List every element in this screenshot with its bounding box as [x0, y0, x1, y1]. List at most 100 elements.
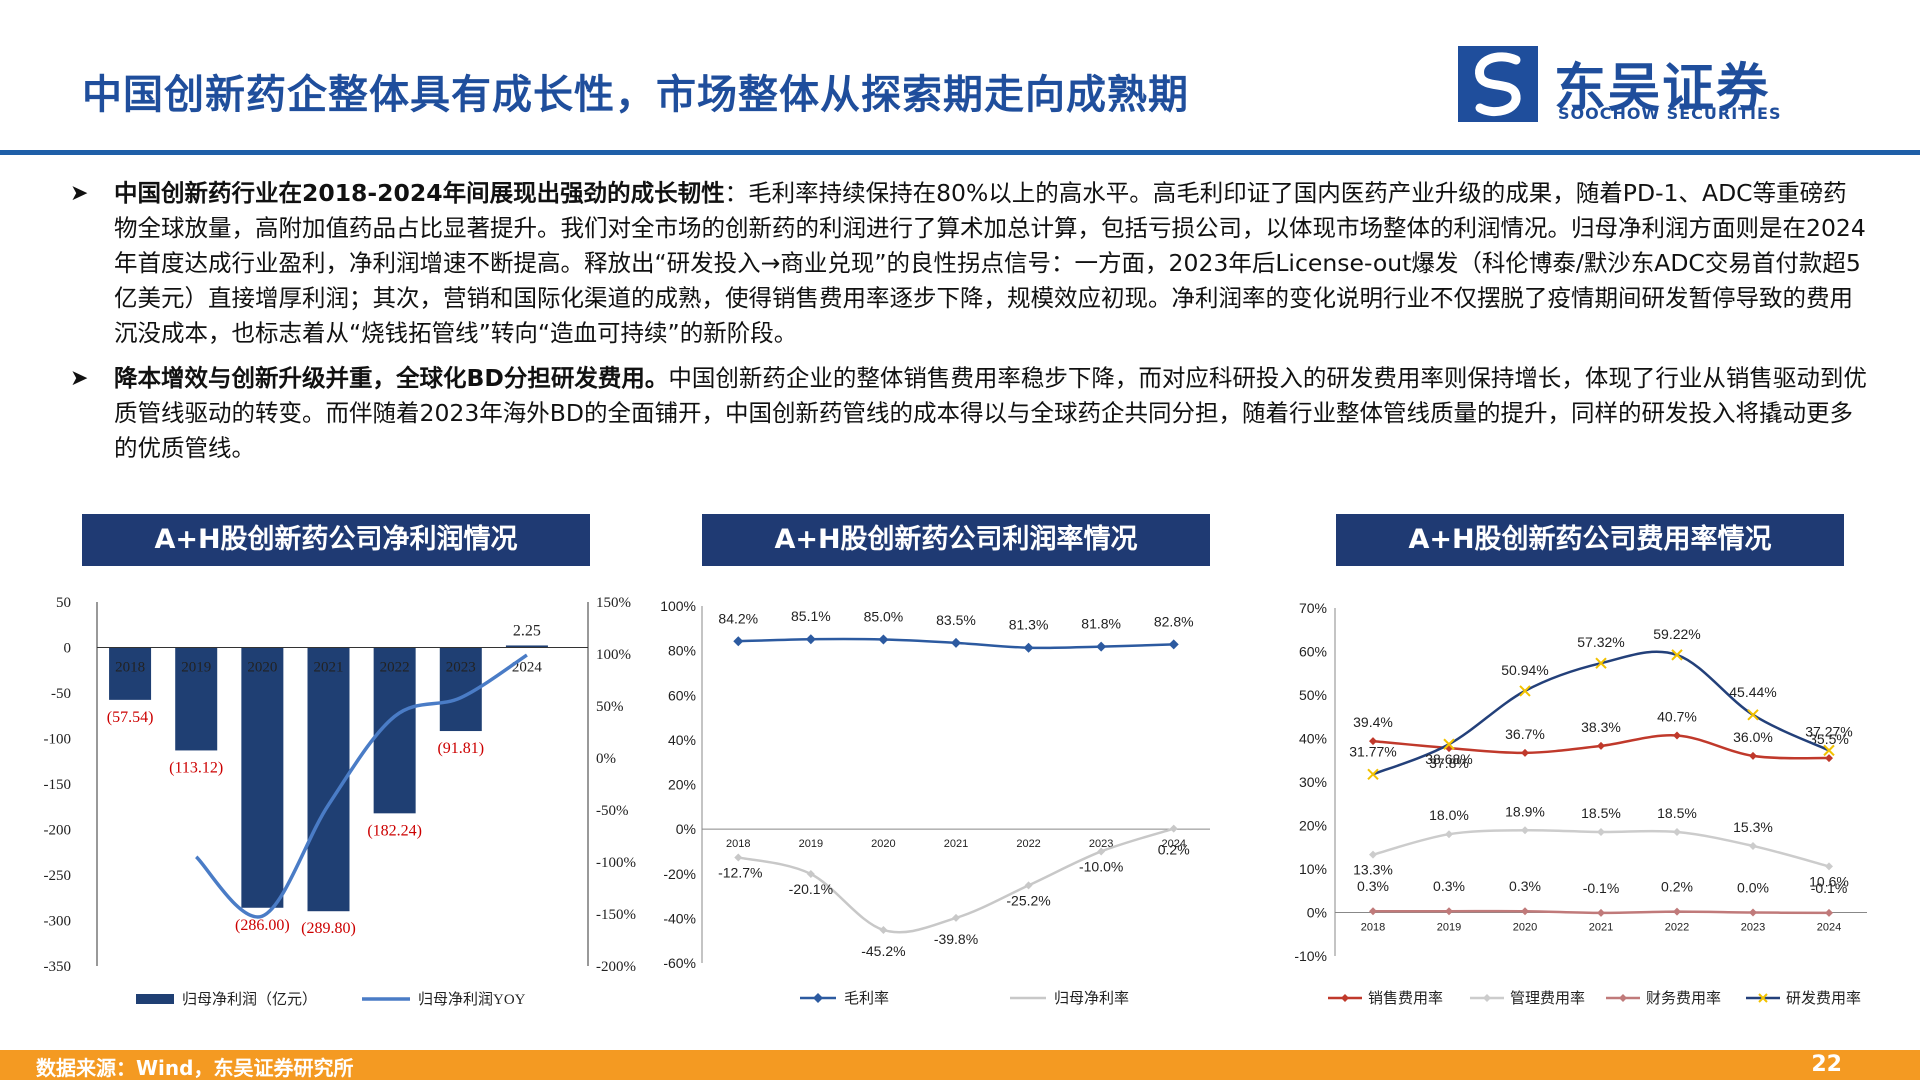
- x-tick-label: 2021: [944, 838, 968, 850]
- net-margin-point: [1169, 824, 1178, 833]
- rd-rate-point: [1671, 649, 1683, 661]
- data-label: 81.8%: [1081, 616, 1121, 632]
- bullet-item: ➤ 中国创新药行业在2018-2024年间展现出强劲的成长韧性：毛利率持续保持在…: [70, 176, 1870, 351]
- rd-rate-point: [1443, 738, 1455, 750]
- finance-rate-point: [1521, 907, 1529, 916]
- admin-rate-point: [1369, 850, 1377, 859]
- data-label: 18.5%: [1657, 805, 1697, 821]
- x-tick-label: 2024: [512, 660, 543, 676]
- bullet-text: 中国创新药企业的整体销售费用率稳步下降，而对应科研投入的研发费用率则保持增长，体…: [114, 364, 1867, 462]
- finance-rate-point: [1369, 907, 1377, 916]
- net-profit-chart: 50 0 -50 -100 -150 -200 -250 -300 -350 150% 100% 50…: [44, 595, 637, 1008]
- x-tick-label: 2023: [446, 660, 476, 676]
- data-label: 59.22%: [1653, 626, 1700, 642]
- admin-rate-point: [1521, 826, 1529, 835]
- x-tick-label: 2018: [726, 838, 750, 850]
- bullet-list: ➤ 中国创新药行业在2018-2024年间展现出强劲的成长韧性：毛利率持续保持在…: [70, 176, 1870, 476]
- data-label: 15.3%: [1733, 819, 1773, 835]
- data-label: 82.8%: [1154, 613, 1194, 629]
- y-tick-label: 60%: [1299, 644, 1327, 660]
- bar: [175, 647, 218, 751]
- y-tick-label: 0%: [1307, 905, 1327, 921]
- x-tick-label: 2024: [1161, 838, 1185, 850]
- x-tick-label: 2019: [1437, 922, 1461, 934]
- y-tick-label: 30%: [1299, 774, 1327, 790]
- y-tick-label: 20%: [1299, 818, 1327, 834]
- data-label: 36.0%: [1733, 729, 1773, 745]
- profit-margin-chart: 100% 80% 60% 40% 20% 0% -20% -40% -60% 2018 2019 20…: [660, 598, 1210, 1007]
- data-label: -39.8%: [934, 931, 978, 947]
- y-tick-label: 10%: [1299, 861, 1327, 877]
- y-tick-label: -200: [44, 823, 72, 839]
- net-margin-point: [1024, 881, 1033, 890]
- rd-rate-point: [1595, 657, 1607, 669]
- y-tick-label: -20%: [663, 866, 696, 882]
- y-tick-label: 60%: [668, 687, 696, 703]
- y-tick-label: 40%: [668, 732, 696, 748]
- y-tick-label: -10%: [1294, 948, 1327, 964]
- data-label: 0.3%: [1433, 878, 1465, 894]
- data-label: 38.68%: [1425, 751, 1472, 767]
- y-tick-label: -300: [44, 914, 72, 930]
- admin-rate-point: [1749, 841, 1757, 850]
- data-label: -20.1%: [789, 881, 833, 897]
- legend-label-gross-margin: 毛利率: [844, 990, 889, 1007]
- finance-rate-point: [1749, 908, 1757, 917]
- finance-rate-point: [1597, 908, 1605, 917]
- bar: [307, 647, 350, 912]
- y2-tick-label: 100%: [596, 647, 631, 663]
- data-label: 81.3%: [1009, 617, 1049, 633]
- y2-tick-label: 150%: [596, 595, 631, 611]
- gross-margin-point: [805, 634, 816, 645]
- page-title: 中国创新药企整体具有成长性，市场整体从探索期走向成熟期: [82, 72, 1189, 118]
- sales-rate-point: [1597, 741, 1605, 750]
- y-tick-label: 0%: [676, 821, 696, 837]
- bar: [505, 645, 548, 648]
- data-label: 36.7%: [1505, 726, 1545, 742]
- data-label: 18.5%: [1581, 805, 1621, 821]
- legend-label-net-margin: 归母净利率: [1054, 990, 1129, 1007]
- rd-rate-point: [1519, 685, 1531, 697]
- panel-title-net-profit: A+H股创新药公司净利润情况: [82, 514, 590, 566]
- y2-tick-label: 0%: [596, 751, 616, 767]
- admin-rate-point: [1445, 830, 1453, 839]
- net-margin-point: [879, 925, 888, 934]
- net-margin-point: [1097, 847, 1106, 856]
- finance-rate-point: [1825, 908, 1833, 917]
- data-label: 18.0%: [1429, 807, 1469, 823]
- x-tick-label: 2023: [1089, 838, 1113, 850]
- data-label: 45.44%: [1729, 684, 1776, 700]
- data-label: 84.2%: [718, 610, 758, 626]
- gross-margin-point: [951, 637, 961, 648]
- x-tick-label: 2020: [247, 660, 277, 676]
- data-label: 37.27%: [1805, 723, 1852, 739]
- legend-marker-sales-rate: [1341, 994, 1349, 1002]
- data-label: (57.54): [107, 709, 154, 726]
- data-label: 37.8%: [1429, 755, 1469, 771]
- header-divider: [0, 150, 1920, 155]
- y-tick-label: -150: [44, 777, 72, 793]
- x-tick-label: 2022: [380, 660, 410, 676]
- bar: [109, 647, 152, 700]
- data-label: -0.1%: [1583, 880, 1620, 896]
- gross-margin-point: [1168, 639, 1179, 650]
- footer-source: 数据来源：Wind，东吴证券研究所: [36, 1056, 354, 1080]
- bullet-heading: 中国创新药行业在2018-2024年间展现出强劲的成长韧性: [114, 179, 725, 207]
- y2-tick-label: 50%: [596, 699, 624, 715]
- legend-swatch-net-profit: [136, 994, 174, 1004]
- legend-marker-admin-rate: [1483, 994, 1491, 1002]
- bar: [241, 647, 284, 908]
- legend-label-sales-rate: 销售费用率: [1368, 990, 1443, 1007]
- x-tick-label: 2023: [1741, 922, 1765, 934]
- data-label: (91.81): [437, 740, 484, 757]
- bullet-item: ➤ 降本增效与创新升级并重，全球化BD分担研发费用。中国创新药企业的整体销售费用…: [70, 361, 1870, 466]
- y-tick-label: 50: [56, 595, 71, 611]
- data-label: 57.32%: [1577, 634, 1624, 650]
- legend-label-finance-rate: 财务费用率: [1646, 990, 1721, 1007]
- y2-tick-label: -150%: [596, 907, 636, 923]
- data-label: 83.5%: [936, 612, 976, 628]
- logo-english-text: SOOCHOW SECURITIES: [1558, 104, 1782, 123]
- y-tick-label: 50%: [1299, 687, 1327, 703]
- data-label: 10.6%: [1809, 873, 1849, 889]
- data-label: 0.0%: [1737, 880, 1769, 896]
